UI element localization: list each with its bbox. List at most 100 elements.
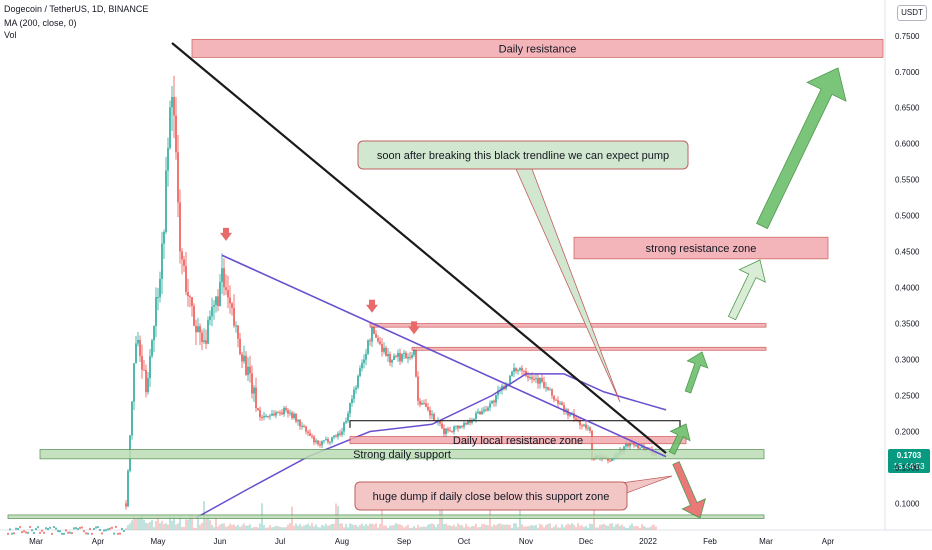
volume-bar [273,526,275,530]
x-tick-label: Nov [519,537,533,546]
candle [483,409,485,412]
volume-bar [323,525,325,530]
candle [329,441,331,443]
candle [271,413,273,416]
candle [339,433,341,435]
candle [453,426,455,432]
last-price-tag: 0.1703 16:44:53 [888,449,930,473]
candle [323,440,325,442]
volume-bar [209,520,211,530]
support-zone [7,514,765,519]
candle [59,530,61,533]
candle [321,441,323,446]
candle [169,107,171,148]
volume-bar [491,526,493,530]
candle [373,326,375,335]
volume-bar [621,524,623,530]
volume-bar [645,527,647,530]
candle [83,530,85,533]
candle [433,414,435,421]
volume-bar [187,519,189,530]
candle [307,431,309,433]
volume-bar [599,524,601,530]
candle [29,525,31,528]
volume-bar [197,517,199,530]
x-tick-label: Jul [275,537,285,546]
candle [147,378,149,393]
volume-bar [333,523,335,530]
candle [553,395,555,400]
volume-bar [331,523,333,530]
candle [215,296,217,306]
y-tick-label: 0.5500 [895,176,920,185]
volume-bar [643,525,645,530]
local-range-line [349,420,681,428]
volume-bar [355,524,357,530]
volume-bar [129,523,131,530]
candle [589,427,591,431]
candle [421,403,423,405]
black-trendline [171,42,667,454]
volume-bar [435,527,437,530]
candle [297,420,299,422]
candle [79,526,81,529]
candle [257,408,259,410]
resistance-zone [349,436,687,445]
volume-bar [303,525,305,530]
volume-bar [353,525,355,530]
ma-indicator-label[interactable]: MA (200, close, 0) [4,18,77,28]
volume-bar [277,526,279,530]
volume-bar [603,523,605,530]
volume-bar [577,523,579,530]
candle [183,259,185,266]
volume-bar [433,524,435,530]
candle [143,369,145,371]
volume-bar [527,526,529,530]
volume-bar [135,518,137,530]
volume-bar [283,527,285,530]
volume-bar [427,524,429,530]
currency-button[interactable]: USDT [897,5,927,21]
volume-bar [651,525,653,530]
volume-bar [179,515,181,530]
volume-bar [141,515,143,530]
candle [47,528,49,531]
volume-bar [513,523,515,530]
volume-bar [155,520,157,530]
volume-bar [635,525,637,530]
candle [87,532,89,535]
volume-indicator-label[interactable]: Vol [4,30,17,40]
candle [33,531,35,534]
candle [377,337,379,342]
zone-label: Daily local resistance zone [453,435,583,447]
candle [241,354,243,362]
volume-bar [455,526,457,530]
candle [367,340,369,354]
candle [97,526,99,529]
candle [309,432,311,436]
candle [213,305,215,307]
volume-bar [299,524,301,530]
x-tick-label: 2022 [639,537,657,546]
volume-bar [367,525,369,530]
volume-bar [269,525,271,530]
volume-bar [587,527,589,530]
volume-bar [185,519,187,530]
volume-bar [125,527,127,530]
candle [459,426,461,429]
volume-bar [403,527,405,530]
candle [393,355,395,360]
candle [497,390,499,396]
volume-bar [357,526,359,530]
candle [411,354,413,358]
candle [77,528,79,531]
volume-bar [531,524,533,530]
candle [557,400,559,404]
candle [591,430,593,459]
volume-bar [279,526,281,530]
candle [467,420,469,425]
resistance-zone [411,346,767,351]
volume-bar [413,526,415,530]
candle [145,370,147,393]
